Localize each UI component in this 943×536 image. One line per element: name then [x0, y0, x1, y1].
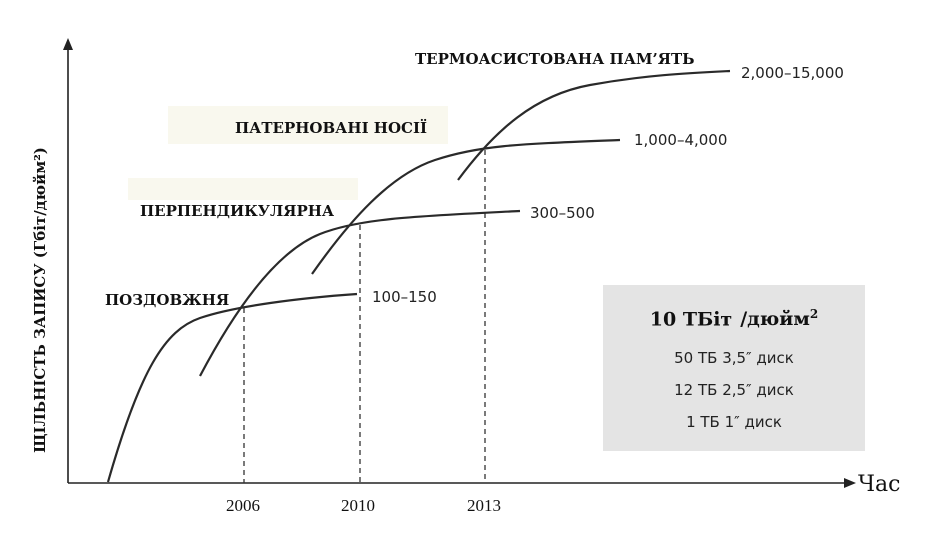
capacity-info-box: 10 ТБіт/дюйм2 50 ТБ 3,5″ диск 12 ТБ 2,5″… [603, 285, 865, 451]
label-perpendicular: ПЕРПЕНДИКУЛЯРНА [140, 202, 335, 220]
info-title-value: 10 ТБіт [649, 308, 733, 331]
label-patterned: ПАТЕРНОВАНІ НОСІЇ [235, 118, 427, 137]
value-perpendicular: 300–500 [530, 204, 595, 222]
y-axis-title: ЩІЛЬНІСТЬ ЗАПИСУ (Гбіт/дюйм²) [31, 147, 49, 453]
value-longitudinal: 100–150 [372, 288, 437, 306]
info-title-sup: 2 [809, 307, 819, 321]
curve-hamr [457, 69, 731, 181]
info-line-35: 50 ТБ 3,5″ диск [674, 349, 794, 368]
x-tick-2013: 2013 [467, 496, 501, 515]
y-axis-arrow [63, 38, 73, 50]
label-hamr: ТЕРМОАСИСТОВАНА ПАМ’ЯТЬ [415, 50, 695, 68]
value-hamr: 2,000–15,000 [741, 64, 844, 82]
info-title-unit: /дюйм [740, 308, 810, 331]
x-axis-title: Час [858, 472, 900, 497]
info-box-title: 10 ТБіт/дюйм2 [603, 307, 865, 330]
label-haze [168, 106, 448, 144]
value-patterned: 1,000–4,000 [634, 131, 727, 149]
label-longitudinal: ПОЗДОВЖНЯ [105, 291, 229, 309]
label-haze [128, 178, 358, 200]
curve-patterned [311, 138, 621, 275]
info-line-25: 12 ТБ 2,5″ диск [674, 381, 794, 400]
curve-perpendicular [199, 209, 521, 377]
x-tick-2010: 2010 [341, 496, 375, 515]
x-tick-2006: 2006 [226, 496, 260, 515]
curve-longitudinal [106, 292, 358, 483]
info-line-1: 1 ТБ 1″ диск [686, 413, 782, 432]
x-axis-arrow [844, 478, 856, 488]
